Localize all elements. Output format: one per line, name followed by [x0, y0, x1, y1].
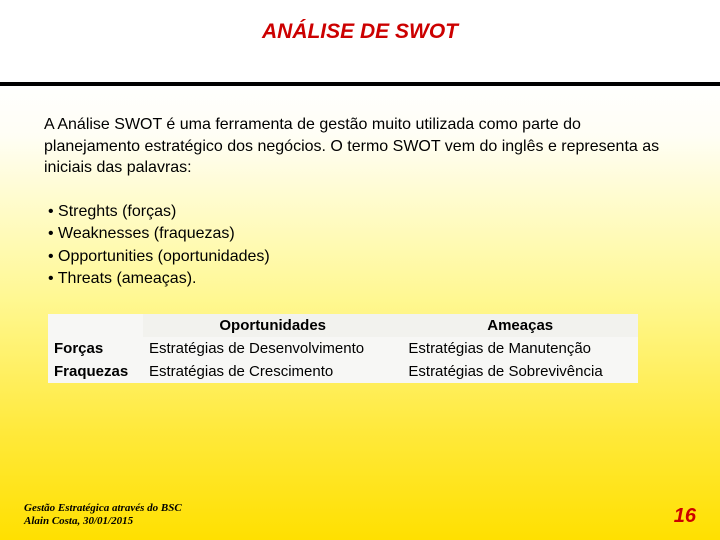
table-row: Fraquezas Estratégias de Crescimento Est… — [48, 360, 638, 383]
table-cell: Estratégias de Crescimento — [143, 360, 402, 383]
page-number: 16 — [674, 505, 696, 528]
bullet-item: • Opportunities (oportunidades) — [48, 246, 676, 268]
table-row: Forças Estratégias de Desenvolvimento Es… — [48, 337, 638, 360]
table-header-cell: Ameaças — [402, 314, 638, 337]
table-row-header: Forças — [48, 337, 143, 360]
slide-footer: Gestão Estratégica através do BSC Alain … — [24, 502, 696, 528]
footer-author-date: Alain Costa, 30/01/2015 — [24, 515, 182, 528]
content-area: A Análise SWOT é uma ferramenta de gestã… — [0, 86, 720, 383]
intro-paragraph: A Análise SWOT é uma ferramenta de gestã… — [44, 114, 676, 179]
bullet-text: Opportunities (oportunidades) — [58, 248, 270, 265]
bullet-list: • Streghts (forças) • Weaknesses (fraque… — [44, 201, 676, 291]
bullet-item: • Streghts (forças) — [48, 201, 676, 223]
footer-info: Gestão Estratégica através do BSC Alain … — [24, 502, 182, 528]
footer-title: Gestão Estratégica através do BSC — [24, 502, 182, 515]
bullet-text: Weaknesses (fraquezas) — [58, 225, 235, 242]
table-cell: Estratégias de Manutenção — [402, 337, 638, 360]
slide-title: ANÁLISE DE SWOT — [262, 20, 458, 43]
table-header-row: Oportunidades Ameaças — [48, 314, 638, 337]
bullet-text: Streghts (forças) — [58, 203, 176, 220]
bullet-item: • Threats (ameaças). — [48, 268, 676, 290]
table-row-header: Fraquezas — [48, 360, 143, 383]
swot-matrix-table: Oportunidades Ameaças Forças Estratégias… — [48, 314, 638, 383]
title-bar: ANÁLISE DE SWOT — [0, 0, 720, 54]
bullet-text: Threats (ameaças). — [58, 270, 197, 287]
table-cell: Estratégias de Desenvolvimento — [143, 337, 402, 360]
table-header-cell — [48, 314, 143, 337]
table-cell: Estratégias de Sobrevivência — [402, 360, 638, 383]
bullet-item: • Weaknesses (fraquezas) — [48, 223, 676, 245]
table-header-cell: Oportunidades — [143, 314, 402, 337]
